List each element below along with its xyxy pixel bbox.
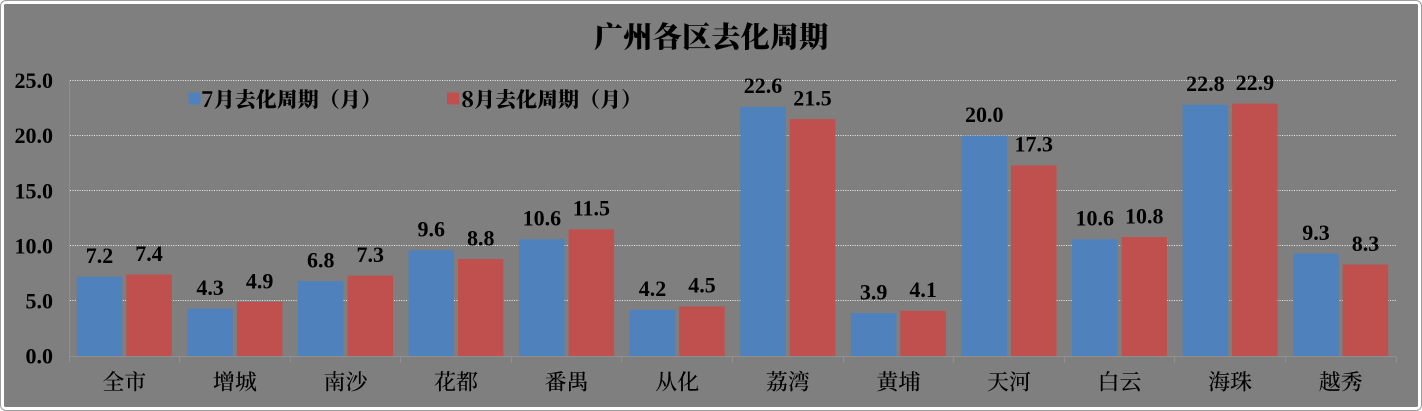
- svg-text:8.3: 8.3: [1352, 231, 1380, 256]
- svg-text:22.6: 22.6: [744, 73, 783, 98]
- svg-text:5.0: 5.0: [26, 289, 54, 314]
- svg-text:4.1: 4.1: [909, 277, 937, 302]
- svg-text:22.9: 22.9: [1236, 70, 1275, 95]
- svg-text:15.0: 15.0: [15, 178, 54, 203]
- svg-text:9.6: 9.6: [418, 217, 446, 242]
- svg-text:7.2: 7.2: [86, 243, 114, 268]
- svg-text:10.6: 10.6: [523, 206, 562, 231]
- svg-text:22.8: 22.8: [1186, 71, 1225, 96]
- svg-text:4.2: 4.2: [639, 276, 667, 301]
- svg-text:11.5: 11.5: [573, 196, 610, 221]
- svg-text:20.0: 20.0: [965, 102, 1004, 127]
- svg-text:6.8: 6.8: [307, 247, 335, 272]
- svg-text:10.0: 10.0: [15, 233, 54, 258]
- svg-text:21.5: 21.5: [793, 85, 832, 110]
- svg-text:20.0: 20.0: [15, 123, 54, 148]
- svg-text:3.9: 3.9: [860, 279, 888, 304]
- svg-text:7.4: 7.4: [135, 241, 163, 266]
- svg-text:4.3: 4.3: [196, 275, 224, 300]
- svg-text:7.3: 7.3: [356, 242, 384, 267]
- svg-text:10.8: 10.8: [1125, 203, 1164, 228]
- svg-text:17.3: 17.3: [1014, 132, 1053, 157]
- svg-text:4.5: 4.5: [688, 273, 716, 298]
- svg-text:10.6: 10.6: [1076, 206, 1115, 231]
- svg-text:0.0: 0.0: [26, 344, 54, 369]
- svg-text:9.3: 9.3: [1302, 220, 1330, 245]
- svg-text:4.9: 4.9: [246, 268, 274, 293]
- svg-text:25.0: 25.0: [15, 68, 54, 93]
- svg-text:8.8: 8.8: [467, 225, 495, 250]
